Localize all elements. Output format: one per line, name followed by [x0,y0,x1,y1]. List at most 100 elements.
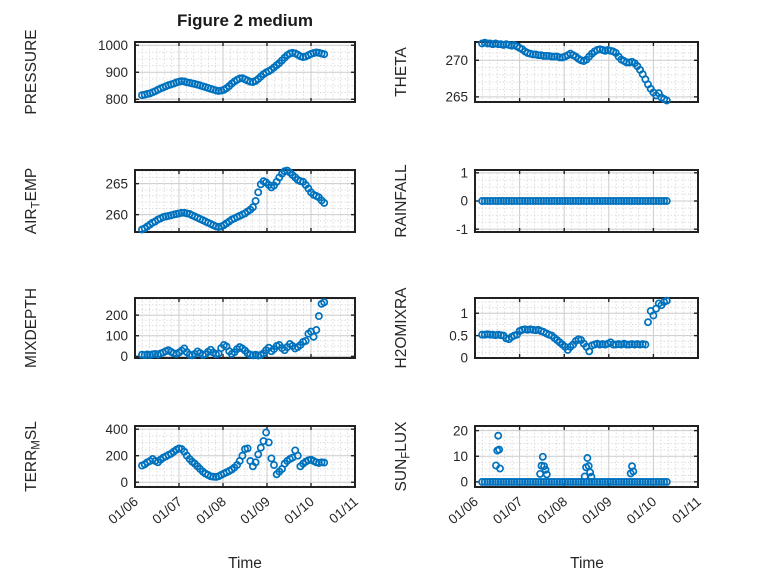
y-tick-label: 0 [460,351,468,366]
y-tick-label: 0.5 [449,328,468,343]
data-point [486,477,495,486]
tick-marks [474,298,699,359]
subplot-terr_msl: 0 200 400 01/06 01/07 01/08 01/09 01/10 01/11 TER… [23,421,361,527]
data-point [521,197,529,205]
y-tick-labels: 0 200 400 [105,422,128,490]
data-point [264,438,273,447]
y-tick-label: 0 [120,475,128,490]
data-point [662,197,671,205]
data-point [496,197,505,205]
data-point [209,472,218,481]
minor-grid [134,169,356,233]
ylabel-sun_flux: SUNFLUX [393,421,413,492]
data-point [309,332,318,341]
data-point [550,477,559,486]
data-point [494,431,503,440]
data-point [248,203,257,212]
data-point [606,477,615,486]
data-series-terr_msl [138,428,329,481]
data-point [542,470,551,479]
data-point [495,445,504,454]
minor-grid [134,425,356,488]
y-tick-labels: 00.51 [449,306,468,366]
x-tick-label: 01/09 [237,494,273,527]
data-series-sun_flux [478,431,671,486]
y-tick-label: 10 [453,449,468,464]
data-point [617,477,626,486]
x-tick-label: 01/06 [445,494,481,527]
y-tick-label: 260 [105,207,128,222]
data-point [251,197,260,205]
data-point [609,477,618,486]
data-point [243,444,252,453]
data-point [652,197,661,205]
subplot-rainfall: -1 0 1 RAINFALL [393,164,699,238]
y-tick-label: 200 [105,308,128,323]
data-point [598,477,607,486]
x-tick-label: 01/09 [579,494,615,527]
data-point [598,197,607,205]
data-point [630,477,639,486]
y-tick-labels: 0 100 200 [105,308,128,364]
subplot-air_temp: 260 265 AIRTEMP [23,166,356,234]
data-point [539,51,548,60]
data-point [507,477,516,486]
y-tick-label: 0 [120,349,128,364]
data-point [587,472,596,481]
y-tick-labels: 265 270 [445,53,468,105]
tick-marks [474,42,699,102]
y-tick-label: 270 [445,53,468,68]
ylabel-air_temp: AIRTEMP [23,168,43,234]
data-point [550,197,559,205]
y-tick-label: 1000 [98,38,128,53]
data-point [587,197,596,205]
data-point [652,477,661,486]
data-point [620,197,628,205]
data-point [483,197,492,205]
data-point [301,336,310,345]
figure-title: Figure 2 medium [176,11,314,30]
data-point [238,451,247,460]
data-point [644,318,652,327]
data-point [496,477,505,486]
x-tick-label: 01/08 [193,494,229,527]
data-point [595,477,604,486]
data-point [609,340,618,349]
y-tick-label: -1 [456,222,468,237]
data-point [662,96,671,105]
ylabel-h2omixra: H2OMIXRA [393,287,410,369]
data-point [270,461,278,469]
data-point [574,477,583,486]
axes-box [474,297,699,359]
data-series-h2omixra [478,296,671,356]
minor-grid [474,425,699,488]
data-point [638,197,647,205]
data-point [312,326,321,334]
tick-marks [134,170,356,232]
y-tick-labels: -1 0 1 [456,166,468,237]
data-point [540,462,549,471]
data-point [649,311,658,320]
data-point [609,197,618,205]
data-point [539,197,548,205]
xlabel-time-right: Time [570,555,604,572]
data-series-air_temp [138,166,329,234]
data-point [629,467,638,476]
data-point [320,298,329,307]
data-point [662,477,671,486]
y-tick-label: 1 [460,166,468,181]
y-tick-label: 1 [460,306,468,321]
data-point [531,477,540,486]
y-tick-labels: 0 10 20 [453,423,468,489]
x-tick-label: 01/08 [535,494,571,527]
data-point [641,477,650,486]
ylabel-pressure: PRESSURE [23,29,40,114]
data-point [571,477,580,486]
data-series-pressure [138,48,329,100]
data-point [563,197,572,205]
data-point [553,477,562,486]
data-point [496,464,504,473]
data-point [494,477,503,486]
